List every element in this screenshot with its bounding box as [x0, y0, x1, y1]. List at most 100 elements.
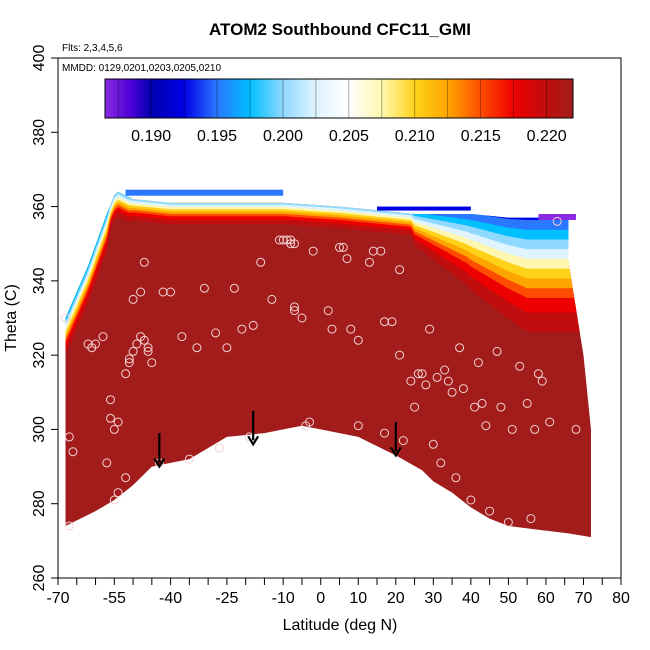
observation-point [192, 343, 202, 353]
x-tick-label: 50 [500, 590, 518, 607]
observation-point [406, 376, 416, 386]
y-tick-label: 260 [31, 565, 48, 592]
observation-point [121, 473, 131, 483]
observation-point [199, 283, 209, 293]
observation-point [387, 317, 397, 327]
colorbar-rect [104, 78, 574, 119]
x-axis: -70 -55 -40 -25 -10 0 10 20 30 40 50 60 70 80 [46, 578, 630, 607]
observation-point [91, 339, 100, 349]
observation-point [113, 488, 123, 498]
observation-point [492, 346, 502, 356]
y-tick-label: 280 [31, 490, 48, 517]
observation-point [537, 376, 547, 386]
x-tick-label: -70 [46, 590, 69, 607]
colorbar-tick-label: 0.200 [263, 128, 303, 145]
observation-point [571, 424, 581, 434]
observation-point [237, 324, 247, 334]
observation-point [290, 306, 299, 316]
field-band [65, 191, 591, 340]
observation-point [503, 517, 513, 527]
observation-point [425, 324, 435, 334]
observation-point [398, 436, 408, 446]
x-tick-label: 30 [424, 590, 442, 607]
observation-point [485, 506, 495, 516]
observation-point [346, 324, 356, 334]
x-tick-label: -55 [103, 590, 126, 607]
x-tick-label: 70 [575, 590, 593, 607]
observation-point [222, 343, 232, 353]
observation-point [526, 514, 536, 524]
y-tick-label: 320 [31, 342, 48, 369]
y-tick-label: 340 [31, 267, 48, 294]
dates-label: MMDD: 0129,0201,0203,0205,0210 [62, 63, 221, 74]
observation-point [177, 332, 187, 342]
observation-point [530, 424, 540, 434]
observation-point [443, 376, 453, 386]
observation-point [432, 372, 442, 382]
observation-point [323, 306, 333, 316]
observation-point [533, 369, 543, 379]
observation-point [440, 365, 450, 375]
observation-point [455, 343, 465, 353]
observation-point [124, 358, 134, 368]
observation-point [121, 369, 131, 379]
x-tick-label: -40 [159, 590, 182, 607]
y-tick-label: 380 [31, 119, 48, 146]
colorbar: 0.190 0.195 0.200 0.205 0.210 0.215 0.220 [104, 78, 574, 145]
y-axis: 260 280 300 320 340 360 380 400 [31, 45, 58, 592]
observation-markers [61, 216, 581, 531]
observation-point [470, 402, 480, 412]
observation-point [305, 417, 314, 427]
observation-point [139, 257, 149, 267]
observation-point [327, 324, 337, 334]
observation-point [64, 432, 74, 442]
observation-point [166, 287, 176, 297]
observation-point [128, 346, 138, 356]
flight-arrows [153, 410, 402, 469]
observation-point [248, 320, 258, 330]
observation-point [290, 302, 299, 312]
observation-point [338, 242, 348, 252]
observation-point [136, 287, 146, 297]
observation-point [458, 384, 468, 394]
x-tick-label: -25 [215, 590, 238, 607]
observation-point [413, 369, 423, 379]
observation-point [297, 313, 307, 323]
chart-title: ATOM2 Southbound CFC11_GMI [209, 20, 471, 39]
observation-point [286, 239, 296, 249]
observation-point [473, 358, 483, 368]
observation-point [308, 246, 318, 256]
observation-point [256, 257, 266, 267]
observation-point [417, 369, 427, 379]
observation-point [184, 454, 194, 464]
observation-point [421, 380, 431, 390]
colorbar-tick-label: 0.210 [395, 128, 435, 145]
flights-label: Flts: 2,3,4,5,6 [62, 43, 123, 54]
observation-point [447, 387, 457, 397]
observation-point [466, 495, 476, 505]
observation-point [143, 343, 153, 353]
x-tick-label: 60 [537, 590, 555, 607]
observation-point [109, 495, 119, 505]
observation-point [61, 313, 70, 323]
colorbar-tick-label: 0.215 [461, 128, 501, 145]
observation-point [353, 421, 363, 431]
observation-point [109, 424, 119, 434]
x-tick-label: 40 [462, 590, 480, 607]
observation-point [102, 458, 112, 468]
colorbar-tick-label: 0.195 [197, 128, 237, 145]
colorbar-tick-label: 0.190 [131, 128, 171, 145]
y-tick-label: 360 [31, 193, 48, 220]
y-tick-label: 300 [31, 416, 48, 443]
observation-point [436, 458, 446, 468]
observation-point [342, 254, 352, 264]
observation-point [451, 473, 461, 483]
observation-point [545, 417, 555, 427]
observation-point [143, 346, 153, 356]
y-axis-title: Theta (C) [3, 284, 20, 352]
observation-point [98, 332, 108, 342]
observation-point [507, 424, 517, 434]
observation-point [395, 350, 405, 360]
observation-point [124, 354, 134, 364]
